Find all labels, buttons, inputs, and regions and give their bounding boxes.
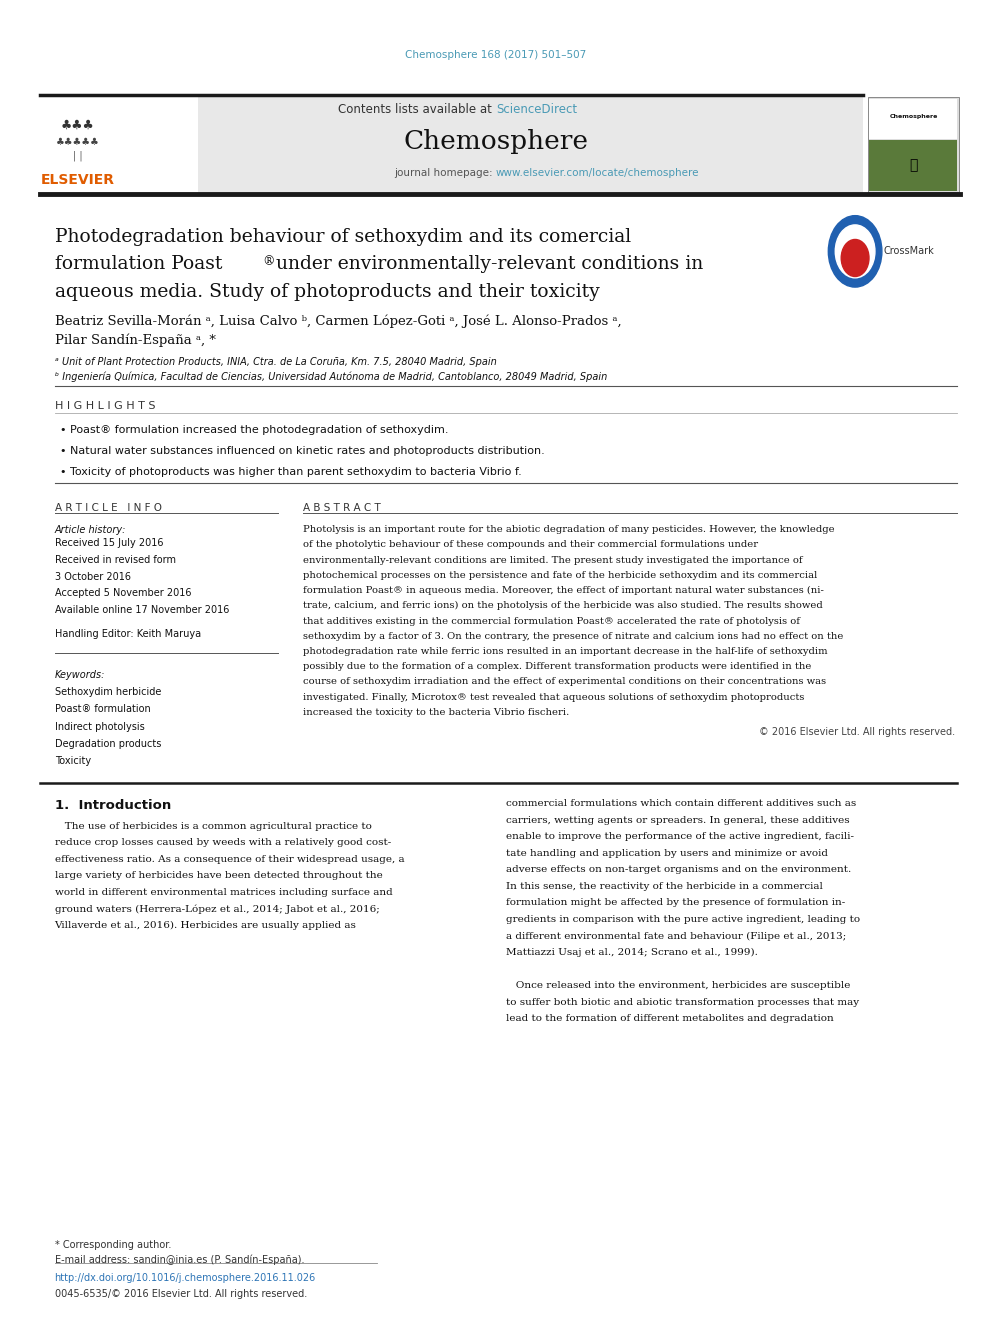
Text: • Poast® formulation increased the photodegradation of sethoxydim.: • Poast® formulation increased the photo… (60, 425, 448, 435)
Text: Villaverde et al., 2016). Herbicides are usually applied as: Villaverde et al., 2016). Herbicides are… (55, 921, 356, 930)
Text: increased the toxicity to the bacteria Vibrio fischeri.: increased the toxicity to the bacteria V… (303, 708, 568, 717)
Text: ᵇ Ingeniería Química, Facultad de Ciencias, Universidad Autónoma de Madrid, Cant: ᵇ Ingeniería Química, Facultad de Cienci… (55, 372, 607, 382)
Circle shape (835, 225, 875, 278)
Circle shape (841, 239, 869, 277)
Text: formulation Poast® in aqueous media. Moreover, the effect of important natural w: formulation Poast® in aqueous media. Mor… (303, 586, 823, 595)
Text: formulation might be affected by the presence of formulation in-: formulation might be affected by the pre… (506, 898, 845, 908)
Text: environmentally-relevant conditions are limited. The present study investigated : environmentally-relevant conditions are … (303, 556, 803, 565)
Text: formulation Poast: formulation Poast (55, 255, 222, 274)
Text: investigated. Finally, Microtox® test revealed that aqueous solutions of sethoxy: investigated. Finally, Microtox® test re… (303, 692, 804, 701)
Text: © 2016 Elsevier Ltd. All rights reserved.: © 2016 Elsevier Ltd. All rights reserved… (759, 726, 955, 737)
Text: commercial formulations which contain different additives such as: commercial formulations which contain di… (506, 799, 856, 808)
Text: ELSEVIER: ELSEVIER (41, 173, 114, 187)
Text: | |: | | (72, 151, 82, 161)
Text: under environmentally-relevant conditions in: under environmentally-relevant condition… (270, 255, 703, 274)
Text: A B S T R A C T: A B S T R A C T (303, 503, 380, 513)
Text: sethoxydim by a factor of 3. On the contrary, the presence of nitrate and calciu: sethoxydim by a factor of 3. On the cont… (303, 631, 843, 640)
Circle shape (828, 216, 882, 287)
FancyBboxPatch shape (40, 97, 198, 192)
Text: effectiveness ratio. As a consequence of their widespread usage, a: effectiveness ratio. As a consequence of… (55, 855, 404, 864)
Text: aqueous media. Study of photoproducts and their toxicity: aqueous media. Study of photoproducts an… (55, 283, 599, 302)
Text: ScienceDirect: ScienceDirect (496, 103, 577, 116)
Text: 1.  Introduction: 1. Introduction (55, 799, 171, 812)
Text: * Corresponding author.: * Corresponding author. (55, 1240, 171, 1250)
Text: a different environmental fate and behaviour (Filipe et al., 2013;: a different environmental fate and behav… (506, 931, 846, 941)
Text: Photodegradation behaviour of sethoxydim and its comercial: Photodegradation behaviour of sethoxydim… (55, 228, 631, 246)
Text: Poast® formulation: Poast® formulation (55, 704, 151, 714)
Text: Mattiazzi Usaj et al., 2014; Scrano et al., 1999).: Mattiazzi Usaj et al., 2014; Scrano et a… (506, 949, 758, 957)
Text: Degradation products: Degradation products (55, 738, 161, 749)
Text: Photolysis is an important route for the abiotic degradation of many pesticides.: Photolysis is an important route for the… (303, 525, 834, 534)
Text: that additives existing in the commercial formulation Poast® accelerated the rat: that additives existing in the commercia… (303, 617, 800, 626)
Text: • Natural water substances influenced on kinetic rates and photoproducts distrib: • Natural water substances influenced on… (60, 446, 545, 456)
FancyBboxPatch shape (869, 99, 957, 139)
Text: of the photolytic behaviour of these compounds and their commercial formulations: of the photolytic behaviour of these com… (303, 540, 758, 549)
Text: Contents lists available at: Contents lists available at (338, 103, 496, 116)
Text: ♣♣♣♣♣: ♣♣♣♣♣ (56, 136, 99, 147)
Text: www.elsevier.com/locate/chemosphere: www.elsevier.com/locate/chemosphere (496, 168, 699, 179)
Text: Chemosphere 168 (2017) 501–507: Chemosphere 168 (2017) 501–507 (406, 50, 586, 60)
Text: Received in revised form: Received in revised form (55, 556, 176, 565)
Text: Sethoxydim herbicide: Sethoxydim herbicide (55, 687, 161, 697)
Text: Chemosphere: Chemosphere (404, 130, 588, 153)
Text: possibly due to the formation of a complex. Different transformation products we: possibly due to the formation of a compl… (303, 662, 810, 671)
Text: ®: ® (262, 255, 275, 269)
FancyBboxPatch shape (40, 97, 863, 192)
Text: Article history:: Article history: (55, 525, 126, 536)
Text: 0045-6535/© 2016 Elsevier Ltd. All rights reserved.: 0045-6535/© 2016 Elsevier Ltd. All right… (55, 1289, 307, 1299)
FancyBboxPatch shape (869, 140, 957, 191)
Text: Handling Editor: Keith Maruya: Handling Editor: Keith Maruya (55, 628, 200, 639)
Text: ♣♣♣: ♣♣♣ (61, 119, 94, 132)
Text: photochemical processes on the persistence and fate of the herbicide sethoxydim : photochemical processes on the persisten… (303, 570, 816, 579)
FancyBboxPatch shape (868, 97, 959, 192)
Text: 3 October 2016: 3 October 2016 (55, 572, 131, 582)
Text: Beatriz Sevilla-Morán ᵃ, Luisa Calvo ᵇ, Carmen López-Goti ᵃ, José L. Alonso-Prad: Beatriz Sevilla-Morán ᵃ, Luisa Calvo ᵇ, … (55, 315, 621, 328)
Text: The use of herbicides is a common agricultural practice to: The use of herbicides is a common agricu… (55, 822, 371, 831)
Text: Accepted 5 November 2016: Accepted 5 November 2016 (55, 587, 191, 598)
Text: lead to the formation of different metabolites and degradation: lead to the formation of different metab… (506, 1015, 833, 1023)
Text: Pilar Sandín-España ᵃ, *: Pilar Sandín-España ᵃ, * (55, 333, 215, 347)
Text: adverse effects on non-target organisms and on the environment.: adverse effects on non-target organisms … (506, 865, 851, 875)
Text: tate handling and application by users and minimize or avoid: tate handling and application by users a… (506, 849, 828, 857)
Text: gredients in comparison with the pure active ingredient, leading to: gredients in comparison with the pure ac… (506, 916, 860, 923)
Text: carriers, wetting agents or spreaders. In general, these additives: carriers, wetting agents or spreaders. I… (506, 815, 849, 824)
Text: H I G H L I G H T S: H I G H L I G H T S (55, 401, 155, 411)
Text: A R T I C L E   I N F O: A R T I C L E I N F O (55, 503, 162, 513)
Text: http://dx.doi.org/10.1016/j.chemosphere.2016.11.026: http://dx.doi.org/10.1016/j.chemosphere.… (55, 1273, 315, 1283)
Text: course of sethoxydim irradiation and the effect of experimental conditions on th: course of sethoxydim irradiation and the… (303, 677, 825, 687)
Text: Received 15 July 2016: Received 15 July 2016 (55, 538, 163, 549)
Text: enable to improve the performance of the active ingredient, facili-: enable to improve the performance of the… (506, 832, 854, 841)
Text: world in different environmental matrices including surface and: world in different environmental matrice… (55, 888, 392, 897)
Text: ground waters (Herrera-López et al., 2014; Jabot et al., 2016;: ground waters (Herrera-López et al., 201… (55, 905, 379, 914)
Text: • Toxicity of photoproducts was higher than parent sethoxydim to bacteria Vibrio: • Toxicity of photoproducts was higher t… (60, 467, 521, 478)
Text: Once released into the environment, herbicides are susceptible: Once released into the environment, herb… (506, 982, 850, 990)
Text: CrossMark: CrossMark (884, 246, 934, 257)
Text: 🍃: 🍃 (910, 159, 918, 172)
Text: Keywords:: Keywords: (55, 669, 105, 680)
Text: trate, calcium, and ferric ions) on the photolysis of the herbicide was also stu: trate, calcium, and ferric ions) on the … (303, 601, 822, 610)
Text: to suffer both biotic and abiotic transformation processes that may: to suffer both biotic and abiotic transf… (506, 998, 859, 1007)
Text: reduce crop losses caused by weeds with a relatively good cost-: reduce crop losses caused by weeds with … (55, 839, 391, 847)
Text: photodegradation rate while ferric ions resulted in an important decrease in the: photodegradation rate while ferric ions … (303, 647, 827, 656)
Text: Chemosphere: Chemosphere (890, 114, 937, 119)
Text: ᵃ Unit of Plant Protection Products, INIA, Ctra. de La Coruña, Km. 7.5, 28040 Ma: ᵃ Unit of Plant Protection Products, INI… (55, 357, 496, 368)
Text: E-mail address: sandin@inia.es (P. Sandín-España).: E-mail address: sandin@inia.es (P. Sandí… (55, 1254, 305, 1265)
Text: large variety of herbicides have been detected throughout the: large variety of herbicides have been de… (55, 872, 382, 880)
Text: In this sense, the reactivity of the herbicide in a commercial: In this sense, the reactivity of the her… (506, 882, 822, 890)
Text: journal homepage:: journal homepage: (394, 168, 496, 179)
Text: Toxicity: Toxicity (55, 755, 90, 766)
Text: Indirect photolysis: Indirect photolysis (55, 721, 144, 732)
Text: Available online 17 November 2016: Available online 17 November 2016 (55, 605, 229, 615)
